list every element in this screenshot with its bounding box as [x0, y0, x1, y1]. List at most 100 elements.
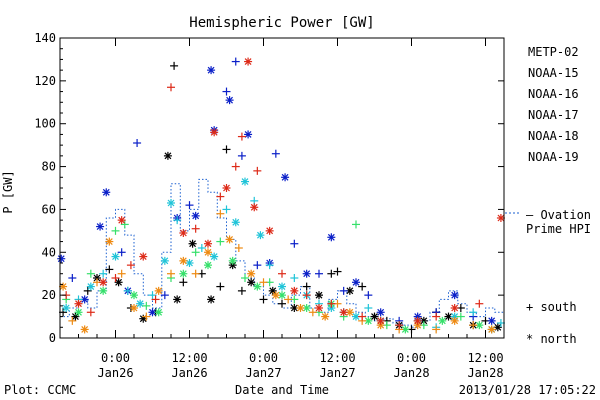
x-tick-time: 12:00 [467, 351, 503, 365]
point-noaa-18-south [259, 278, 268, 287]
point-noaa-19-south [111, 274, 120, 282]
point-noaa-17-north [99, 286, 108, 295]
x-tick-time: 0:00 [249, 351, 278, 365]
point-noaa-17-north [204, 261, 212, 270]
point-noaa-18-north [225, 235, 234, 244]
point-metp-02-south [302, 282, 311, 291]
point-metp-02-south [179, 278, 188, 287]
legend-item: METP-02 [528, 45, 579, 59]
point-noaa-15-north [376, 308, 385, 317]
point-noaa-18-south [432, 325, 441, 334]
point-metp-02-north [163, 151, 172, 160]
point-noaa-16-north [111, 252, 120, 261]
point-noaa-15-south [222, 87, 231, 96]
point-noaa-17-south [191, 248, 200, 257]
point-noaa-15-north [281, 173, 290, 182]
point-noaa-19-south [167, 83, 175, 92]
point-noaa-18-north [271, 291, 280, 300]
point-noaa-19-south [395, 321, 404, 330]
x-tick-date: Jan28 [393, 366, 429, 380]
x-tick-time: 12:00 [171, 351, 207, 365]
point-noaa-19-south [237, 132, 246, 141]
point-noaa-15-north [352, 278, 360, 287]
point-noaa-15-north [244, 130, 253, 139]
point-noaa-18-south [216, 209, 225, 218]
point-noaa-17-south [241, 274, 249, 282]
point-metp-02-north [315, 291, 323, 300]
point-noaa-17-south [456, 312, 465, 321]
point-noaa-19-south [191, 224, 200, 233]
point-metp-02-south [259, 295, 268, 304]
point-metp-02-north [268, 286, 277, 295]
point-noaa-16-north [231, 218, 240, 227]
point-noaa-17-north [228, 256, 237, 265]
point-noaa-15-south [290, 239, 299, 248]
point-noaa-18-north [321, 312, 330, 321]
point-noaa-18-south [117, 269, 126, 278]
point-metp-02-north [207, 295, 216, 304]
y-tick-label: 120 [34, 74, 56, 88]
footer-timestamp: 2013/01/28 17:05:22 [459, 383, 596, 397]
point-noaa-17-south [352, 220, 360, 229]
marker-legend-north: * north [526, 332, 577, 346]
point-noaa-15-north [96, 222, 105, 231]
point-noaa-19-north [99, 278, 108, 287]
point-noaa-16-north [62, 304, 71, 312]
point-noaa-15-south [231, 57, 240, 66]
point-noaa-16-south [123, 286, 132, 295]
point-noaa-16-south [148, 291, 157, 300]
y-tick-label: 100 [34, 117, 56, 131]
point-noaa-19-north [179, 229, 188, 237]
point-metp-02-south [237, 286, 246, 295]
point-noaa-17-south [216, 237, 225, 246]
point-noaa-18-north [204, 248, 212, 257]
point-noaa-15-south [237, 151, 246, 160]
y-tick-label: 0 [49, 331, 56, 345]
point-noaa-15-north [57, 254, 66, 263]
point-noaa-15-north [327, 233, 336, 242]
point-metp-02-south [83, 286, 92, 295]
point-metp-02-north [493, 323, 502, 332]
point-noaa-15-south [253, 261, 262, 270]
point-noaa-16-north [185, 259, 194, 267]
point-noaa-15-south [133, 139, 142, 147]
point-noaa-19-north [265, 226, 274, 235]
marker-legend-south: + south [526, 300, 577, 314]
point-noaa-19-south [432, 312, 441, 321]
point-metp-02-south [222, 145, 231, 154]
point-noaa-19-south [327, 299, 336, 308]
scatter-points [57, 57, 505, 334]
point-noaa-18-south [234, 244, 243, 252]
legend: METP-02 NOAA-15 NOAA-16 NOAA-17 NOAA-18 NOAA-… [528, 45, 579, 164]
y-tick-label: 140 [34, 31, 56, 45]
point-noaa-19-south [151, 295, 160, 304]
legend-item: NOAA-18 [528, 129, 579, 143]
point-noaa-17-north [438, 316, 447, 325]
point-noaa-15-south [315, 269, 323, 278]
x-axis-label: Date and Time [235, 383, 329, 397]
footer-credit: Plot: CCMC [4, 383, 76, 397]
point-noaa-17-south [111, 226, 120, 235]
legend-item: NOAA-15 [528, 66, 579, 80]
point-noaa-17-south [142, 301, 151, 310]
point-noaa-19-north [139, 252, 148, 261]
point-noaa-19-north [376, 316, 385, 325]
point-noaa-16-south [364, 304, 373, 312]
point-noaa-15-south [185, 201, 194, 210]
hpi-legend-line2: Prime HPI [526, 222, 591, 236]
point-noaa-19-north [339, 308, 348, 317]
point-noaa-18-north [450, 316, 459, 325]
point-noaa-17-north [253, 282, 262, 291]
point-metp-02-south [105, 265, 114, 274]
point-noaa-15-north [191, 211, 200, 220]
legend-item: NOAA-19 [528, 150, 579, 164]
point-noaa-19-north [413, 316, 422, 325]
point-noaa-18-north [179, 256, 188, 265]
point-metp-02-north [71, 312, 80, 321]
point-noaa-18-south [142, 312, 151, 321]
point-metp-02-north [173, 295, 182, 304]
point-noaa-18-north [80, 325, 89, 334]
x-tick-date: Jan27 [245, 366, 281, 380]
point-noaa-19-north [204, 239, 212, 248]
point-noaa-18-south [68, 316, 77, 325]
